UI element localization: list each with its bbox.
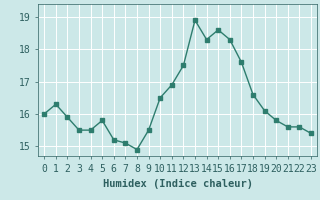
X-axis label: Humidex (Indice chaleur): Humidex (Indice chaleur) bbox=[103, 179, 252, 189]
